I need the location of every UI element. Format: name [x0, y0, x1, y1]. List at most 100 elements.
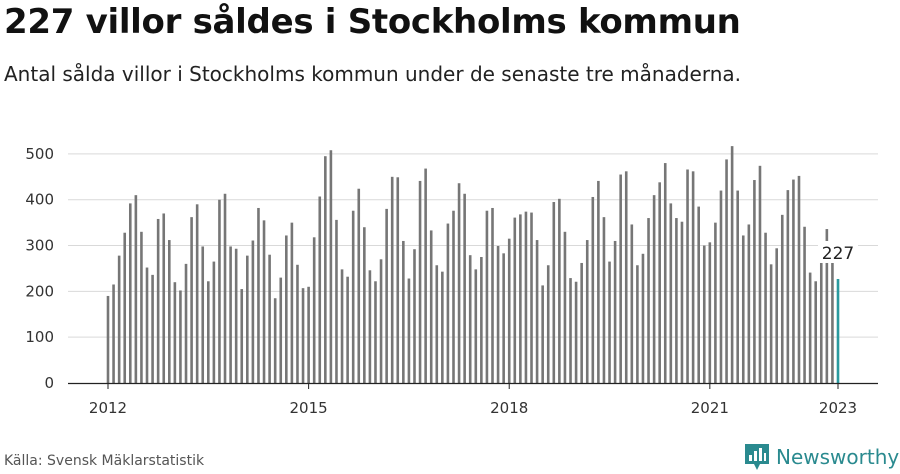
bar [452, 210, 455, 383]
bar [608, 261, 611, 383]
bar [301, 288, 305, 383]
bar [257, 207, 260, 383]
bar [229, 246, 232, 383]
bar [507, 238, 511, 383]
x-tick-label: 2015 [290, 399, 328, 417]
bar [652, 195, 656, 383]
bar [474, 269, 478, 383]
bar [290, 222, 294, 383]
bar [268, 254, 271, 383]
y-tick-label: 0 [44, 374, 54, 392]
bar-highlight [836, 278, 840, 383]
bar [390, 176, 394, 383]
bar [296, 264, 299, 383]
bar-chart-logo-icon [745, 444, 769, 470]
bar [513, 217, 517, 383]
bar [324, 156, 327, 383]
bar [786, 190, 790, 383]
bar [736, 190, 739, 383]
x-tick-label: 2023 [819, 399, 857, 417]
bar [457, 183, 461, 383]
bar [647, 218, 650, 383]
bar [769, 264, 773, 383]
bar [597, 180, 600, 383]
bar [246, 255, 249, 383]
chart-subtitle: Antal sålda villor i Stockholms kommun u… [4, 62, 741, 86]
source-note: Källa: Svensk Mäklarstatistik [4, 453, 205, 469]
bar [396, 177, 400, 383]
bar [379, 259, 383, 383]
bar [630, 224, 634, 383]
bar [162, 213, 166, 383]
bar [435, 265, 439, 383]
bar [446, 223, 450, 383]
bar [496, 246, 500, 383]
bar [123, 232, 127, 383]
bar [602, 217, 606, 383]
bar [702, 245, 706, 383]
bar [218, 199, 221, 383]
bar [686, 169, 689, 383]
bar [797, 175, 801, 383]
bar [485, 210, 489, 383]
bar [318, 196, 322, 383]
bar [574, 281, 578, 383]
bar [558, 198, 561, 383]
bar [140, 231, 143, 383]
bar [563, 231, 567, 383]
bar [346, 276, 349, 383]
bar [502, 253, 505, 383]
bar [368, 270, 372, 383]
bar [719, 190, 723, 383]
bar [819, 245, 823, 383]
bar [669, 203, 673, 383]
bar [546, 265, 550, 383]
bar [240, 289, 244, 383]
y-tick-label: 500 [25, 145, 54, 163]
bar [825, 229, 829, 383]
data-label: 227 [822, 244, 854, 264]
bar [491, 207, 494, 383]
bar [335, 219, 338, 383]
brand-name: Newsworthy [776, 445, 900, 469]
bar [468, 255, 472, 383]
bar [730, 146, 734, 383]
bar [524, 211, 528, 383]
bar [179, 290, 182, 383]
bar [385, 208, 388, 383]
bar [552, 202, 556, 383]
brand-logo[interactable]: Newsworthy [744, 443, 899, 471]
bar [569, 278, 572, 383]
bar [184, 263, 188, 383]
bar [207, 281, 210, 383]
bar [145, 267, 149, 383]
bar [190, 217, 193, 383]
bar [680, 221, 684, 383]
bar [273, 298, 277, 383]
bar [775, 248, 778, 383]
y-tick-label: 400 [25, 191, 54, 209]
bar [357, 188, 361, 383]
bar [340, 269, 344, 383]
bar [624, 171, 628, 383]
bar [407, 278, 411, 383]
bar [641, 253, 645, 383]
bar [675, 218, 678, 383]
bar [792, 179, 795, 383]
chart-title: 227 villor såldes i Stockholms kommun [4, 2, 741, 42]
bar [134, 195, 138, 383]
bar [714, 222, 717, 383]
bar [128, 203, 132, 383]
bar [424, 168, 427, 383]
bar [106, 295, 110, 383]
bar [413, 249, 416, 383]
bar [636, 265, 639, 383]
bar [117, 255, 121, 383]
bar [585, 240, 589, 383]
bar [351, 210, 355, 383]
bar [753, 180, 756, 383]
bar [831, 262, 834, 383]
bar [429, 230, 433, 383]
bar [803, 226, 806, 383]
